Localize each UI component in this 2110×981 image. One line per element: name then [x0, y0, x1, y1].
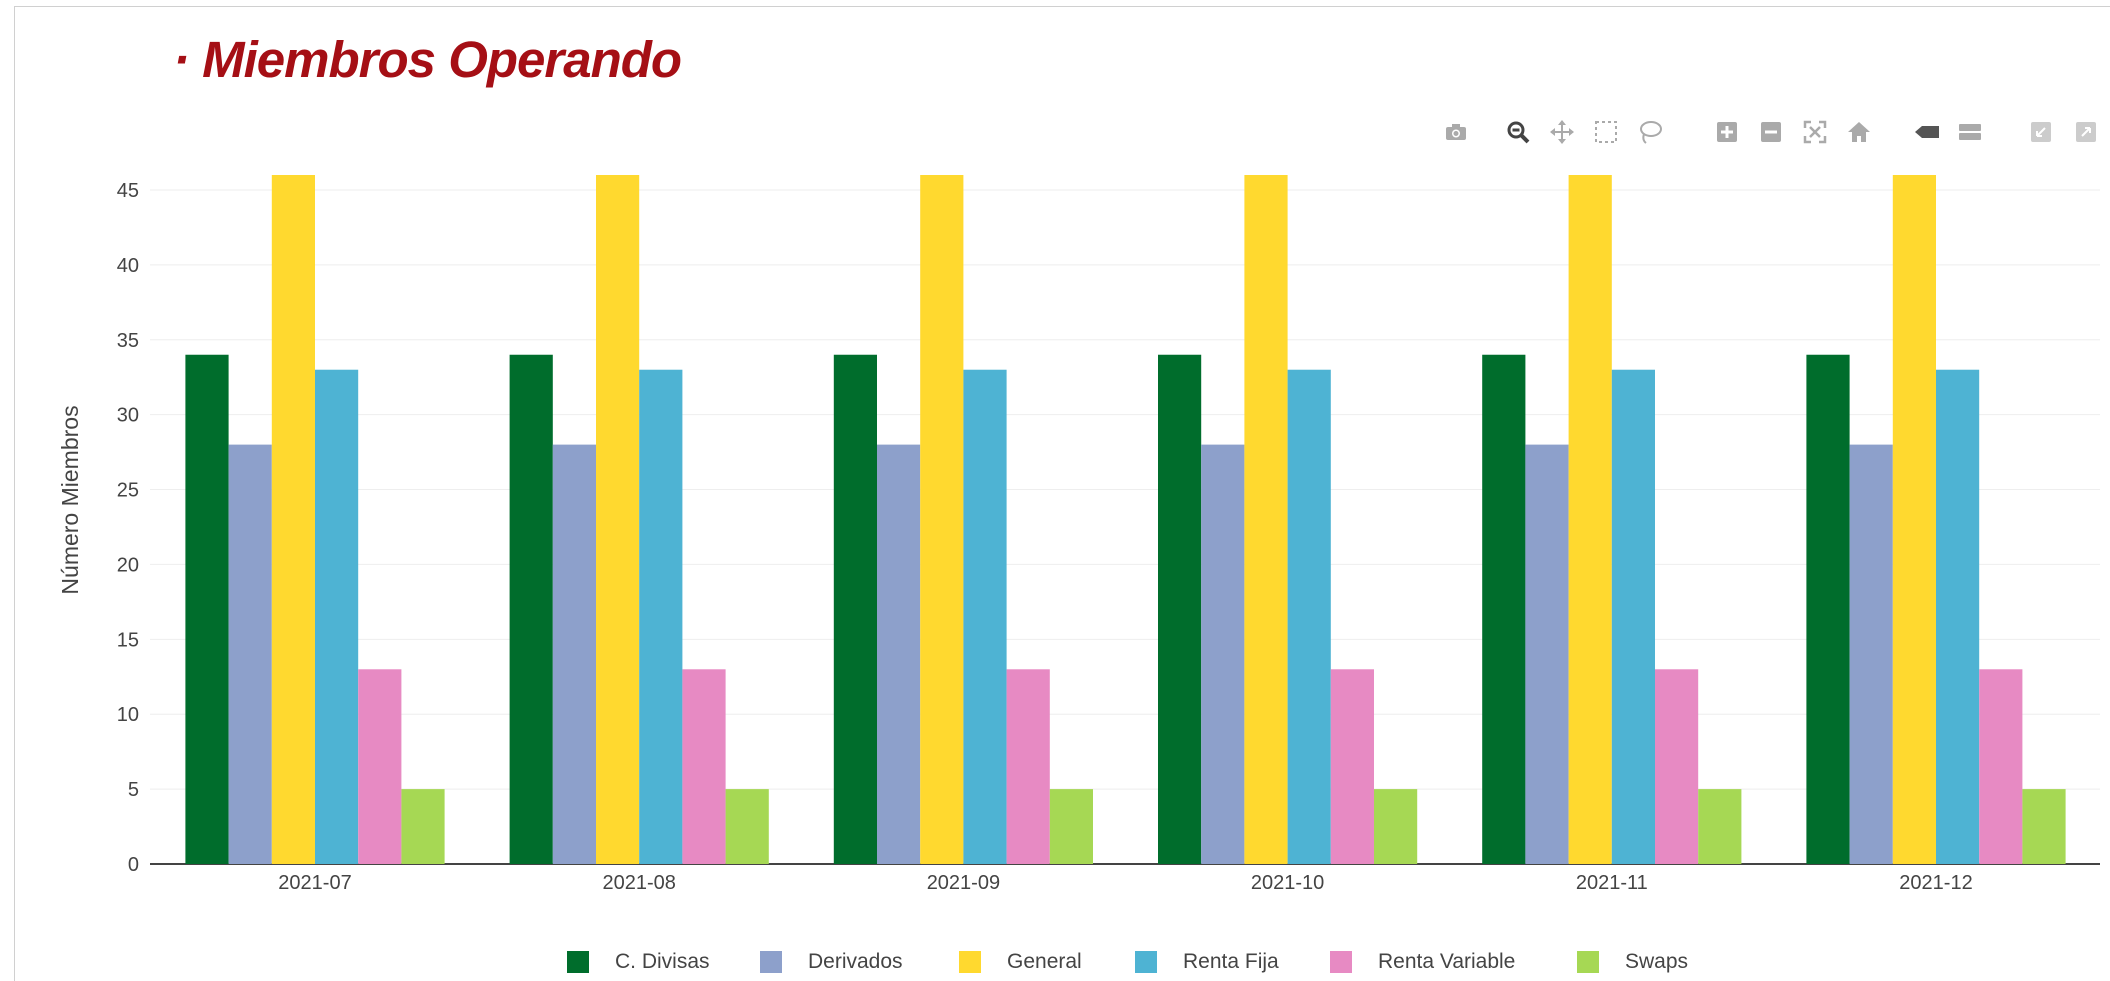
legend-item[interactable]: General [959, 947, 1082, 977]
x-tick-label: 2021-09 [927, 872, 1000, 894]
zoom-in-icon[interactable] [1711, 116, 1743, 148]
legend-item[interactable]: C. Divisas [567, 947, 710, 977]
bar [1611, 369, 1655, 864]
chart-frame [14, 6, 2110, 981]
y-tick-label: 10 [117, 704, 139, 726]
bar [1244, 175, 1288, 864]
legend-item[interactable]: Renta Variable [1330, 947, 1515, 977]
bar [963, 369, 1007, 864]
bar [401, 789, 445, 864]
bar [1049, 789, 1093, 864]
pan-icon[interactable] [1546, 116, 1578, 148]
legend-swatch [1577, 951, 1599, 973]
bar [358, 669, 402, 864]
legend-swatch [760, 951, 782, 973]
bar [1525, 444, 1569, 864]
legend: C. Divisas Derivados General Renta Fija Rent… [0, 947, 2110, 981]
bar [920, 175, 964, 864]
lasso-select-icon[interactable] [1634, 116, 1666, 148]
legend-swatch [1135, 951, 1157, 973]
bar [228, 444, 272, 864]
y-tick-label: 30 [117, 405, 139, 427]
legend-label: Renta Variable [1378, 950, 1516, 973]
bar [877, 444, 921, 864]
y-tick-label: 15 [117, 629, 139, 651]
bar [833, 354, 877, 864]
y-tick-label: 0 [128, 854, 139, 876]
bar [1287, 369, 1331, 864]
bar [552, 444, 596, 864]
bar [1374, 789, 1418, 864]
bar [1201, 444, 1245, 864]
bar [1979, 669, 2023, 864]
y-tick-label: 35 [117, 330, 139, 352]
box-select-icon[interactable] [1590, 116, 1622, 148]
bar [185, 354, 229, 864]
x-tick-label: 2021-08 [602, 872, 675, 894]
chart-title: · Miembros Operando [173, 31, 682, 88]
legend-swatch [567, 951, 589, 973]
legend-item[interactable]: Derivados [760, 947, 903, 977]
bar [682, 669, 726, 864]
bar [1330, 669, 1374, 864]
legend-swatch [1330, 951, 1352, 973]
y-tick-label: 25 [117, 480, 139, 502]
x-tick-label: 2021-12 [1899, 872, 1972, 894]
autoscale-icon[interactable] [1799, 116, 1831, 148]
x-tick-label: 2021-11 [1576, 872, 1648, 894]
hover-compare-icon[interactable] [1954, 116, 1986, 148]
legend-item[interactable]: Renta Fija [1135, 947, 1279, 977]
bar [315, 369, 359, 864]
camera-icon[interactable] [1440, 116, 1472, 148]
bar [1806, 354, 1850, 864]
toggle-spike-lines-icon[interactable] [2025, 116, 2057, 148]
toggle-spike-lines-2-icon[interactable] [2070, 116, 2102, 148]
legend-label: Swaps [1625, 950, 1689, 973]
bar [596, 175, 640, 864]
legend-label: C. Divisas [615, 950, 710, 973]
bar [639, 369, 683, 864]
y-tick-label: 45 [117, 180, 139, 202]
legend-item[interactable]: Swaps [1577, 947, 1688, 977]
legend-label: General [1007, 950, 1082, 973]
bar [2022, 789, 2066, 864]
legend-label: Renta Fija [1183, 950, 1279, 973]
zoom-icon[interactable] [1502, 116, 1534, 148]
bar [1698, 789, 1742, 864]
reset-axes-icon[interactable] [1843, 116, 1875, 148]
bar [1849, 444, 1893, 864]
zoom-out-icon[interactable] [1755, 116, 1787, 148]
bar [1936, 369, 1980, 864]
bar [1006, 669, 1050, 864]
hover-closest-icon[interactable] [1911, 116, 1943, 148]
y-axis-label: Número Miembros [57, 405, 83, 594]
bar [1482, 354, 1526, 864]
bar [509, 354, 553, 864]
y-tick-label: 5 [128, 779, 139, 801]
bar [1568, 175, 1612, 864]
legend-label: Derivados [808, 950, 903, 973]
bar [1892, 175, 1936, 864]
y-tick-label: 20 [117, 554, 139, 576]
bar [271, 175, 315, 864]
bar [1655, 669, 1699, 864]
x-tick-label: 2021-10 [1251, 872, 1324, 894]
bar [1158, 354, 1202, 864]
y-tick-label: 40 [117, 255, 139, 277]
legend-swatch [959, 951, 981, 973]
x-tick-label: 2021-07 [278, 872, 351, 894]
bar [725, 789, 769, 864]
